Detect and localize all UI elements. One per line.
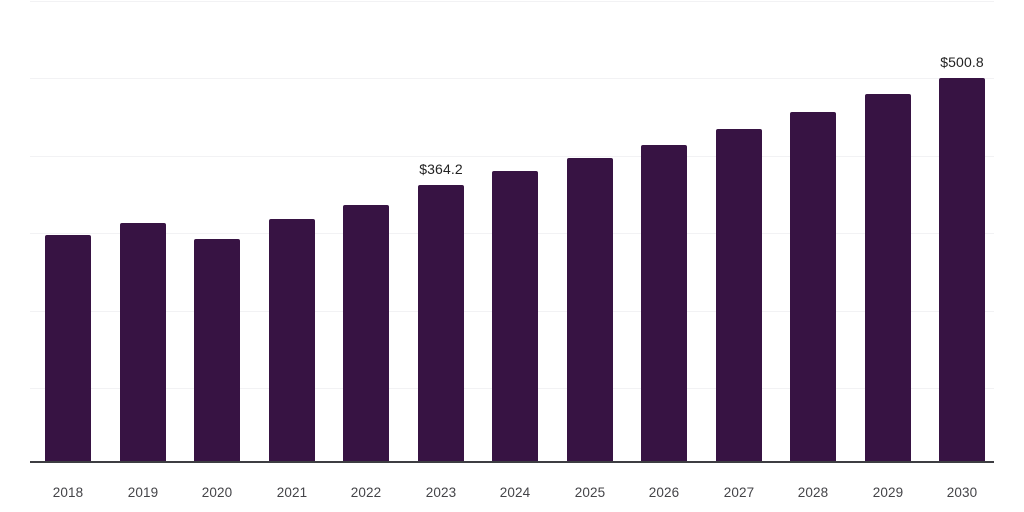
x-tick-label-2026: 2026 (648, 485, 680, 500)
x-axis-labels: 2018 2019 2020 2021 2022 2023 2024 2025 2026 2027… (0, 462, 1024, 512)
bar-2025[interactable] (567, 158, 613, 462)
x-tick-label-2021: 2021 (276, 485, 308, 500)
x-tick-label-2024: 2024 (499, 485, 531, 500)
gridline (30, 1, 994, 2)
gridline (30, 78, 994, 79)
x-tick-label-2027: 2027 (723, 485, 755, 500)
bar-2026[interactable] (641, 145, 687, 462)
gridline (30, 156, 994, 157)
bar-2021[interactable] (269, 219, 315, 462)
bar-2022[interactable] (343, 205, 389, 462)
bar-2028[interactable] (790, 112, 836, 462)
bar-2027[interactable] (716, 129, 762, 462)
x-axis-line (30, 461, 994, 463)
x-tick-label-2018: 2018 (52, 485, 84, 500)
bar-2029[interactable] (865, 94, 911, 462)
value-label-2023: $364.2 (419, 161, 463, 177)
value-label-2030: $500.8 (940, 54, 984, 70)
x-tick-label-2022: 2022 (350, 485, 382, 500)
x-tick-label-2019: 2019 (127, 485, 159, 500)
x-tick-label-2020: 2020 (201, 485, 233, 500)
x-tick-label-2028: 2028 (797, 485, 829, 500)
x-tick-label-2029: 2029 (872, 485, 904, 500)
bar-2018[interactable] (45, 235, 91, 462)
bar-2020[interactable] (194, 239, 240, 462)
bar-2030[interactable] (939, 78, 985, 462)
x-tick-label-2030: 2030 (946, 485, 978, 500)
x-tick-label-2025: 2025 (574, 485, 606, 500)
bar-2023[interactable] (418, 185, 464, 462)
bars-layer: $364.2 $500.8 (45, 54, 985, 462)
bar-2024[interactable] (492, 171, 538, 462)
bar-2019[interactable] (120, 223, 166, 462)
x-tick-label-2023: 2023 (425, 485, 457, 500)
